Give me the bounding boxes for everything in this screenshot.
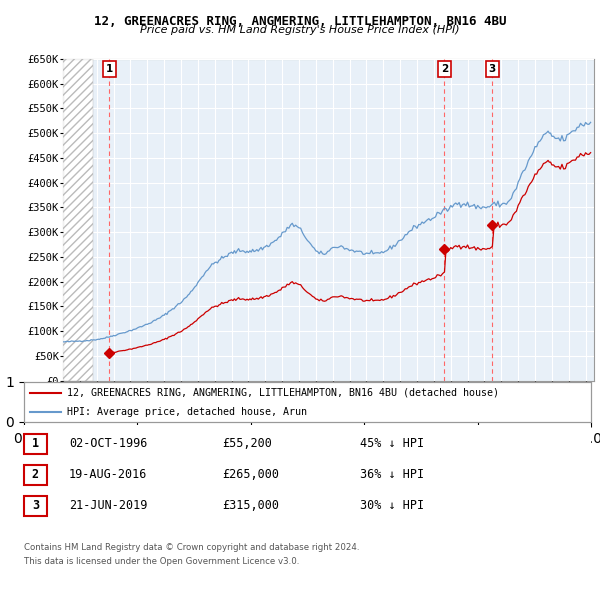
- Text: 19-AUG-2016: 19-AUG-2016: [69, 468, 148, 481]
- Text: 1: 1: [106, 64, 113, 74]
- Text: 45% ↓ HPI: 45% ↓ HPI: [360, 437, 424, 450]
- Text: This data is licensed under the Open Government Licence v3.0.: This data is licensed under the Open Gov…: [24, 557, 299, 566]
- Text: 02-OCT-1996: 02-OCT-1996: [69, 437, 148, 450]
- Text: 21-JUN-2019: 21-JUN-2019: [69, 499, 148, 512]
- Text: 3: 3: [32, 499, 39, 512]
- Text: £315,000: £315,000: [222, 499, 279, 512]
- Text: 2: 2: [32, 468, 39, 481]
- Text: 2: 2: [441, 64, 448, 74]
- Text: 36% ↓ HPI: 36% ↓ HPI: [360, 468, 424, 481]
- Text: 30% ↓ HPI: 30% ↓ HPI: [360, 499, 424, 512]
- Text: 12, GREENACRES RING, ANGMERING, LITTLEHAMPTON, BN16 4BU (detached house): 12, GREENACRES RING, ANGMERING, LITTLEHA…: [67, 388, 499, 398]
- Text: 1: 1: [32, 437, 39, 450]
- Text: £265,000: £265,000: [222, 468, 279, 481]
- Text: 3: 3: [489, 64, 496, 74]
- Text: 12, GREENACRES RING, ANGMERING, LITTLEHAMPTON, BN16 4BU: 12, GREENACRES RING, ANGMERING, LITTLEHA…: [94, 15, 506, 28]
- Text: Price paid vs. HM Land Registry's House Price Index (HPI): Price paid vs. HM Land Registry's House …: [140, 25, 460, 35]
- Text: Contains HM Land Registry data © Crown copyright and database right 2024.: Contains HM Land Registry data © Crown c…: [24, 543, 359, 552]
- Text: HPI: Average price, detached house, Arun: HPI: Average price, detached house, Arun: [67, 407, 307, 417]
- Text: £55,200: £55,200: [222, 437, 272, 450]
